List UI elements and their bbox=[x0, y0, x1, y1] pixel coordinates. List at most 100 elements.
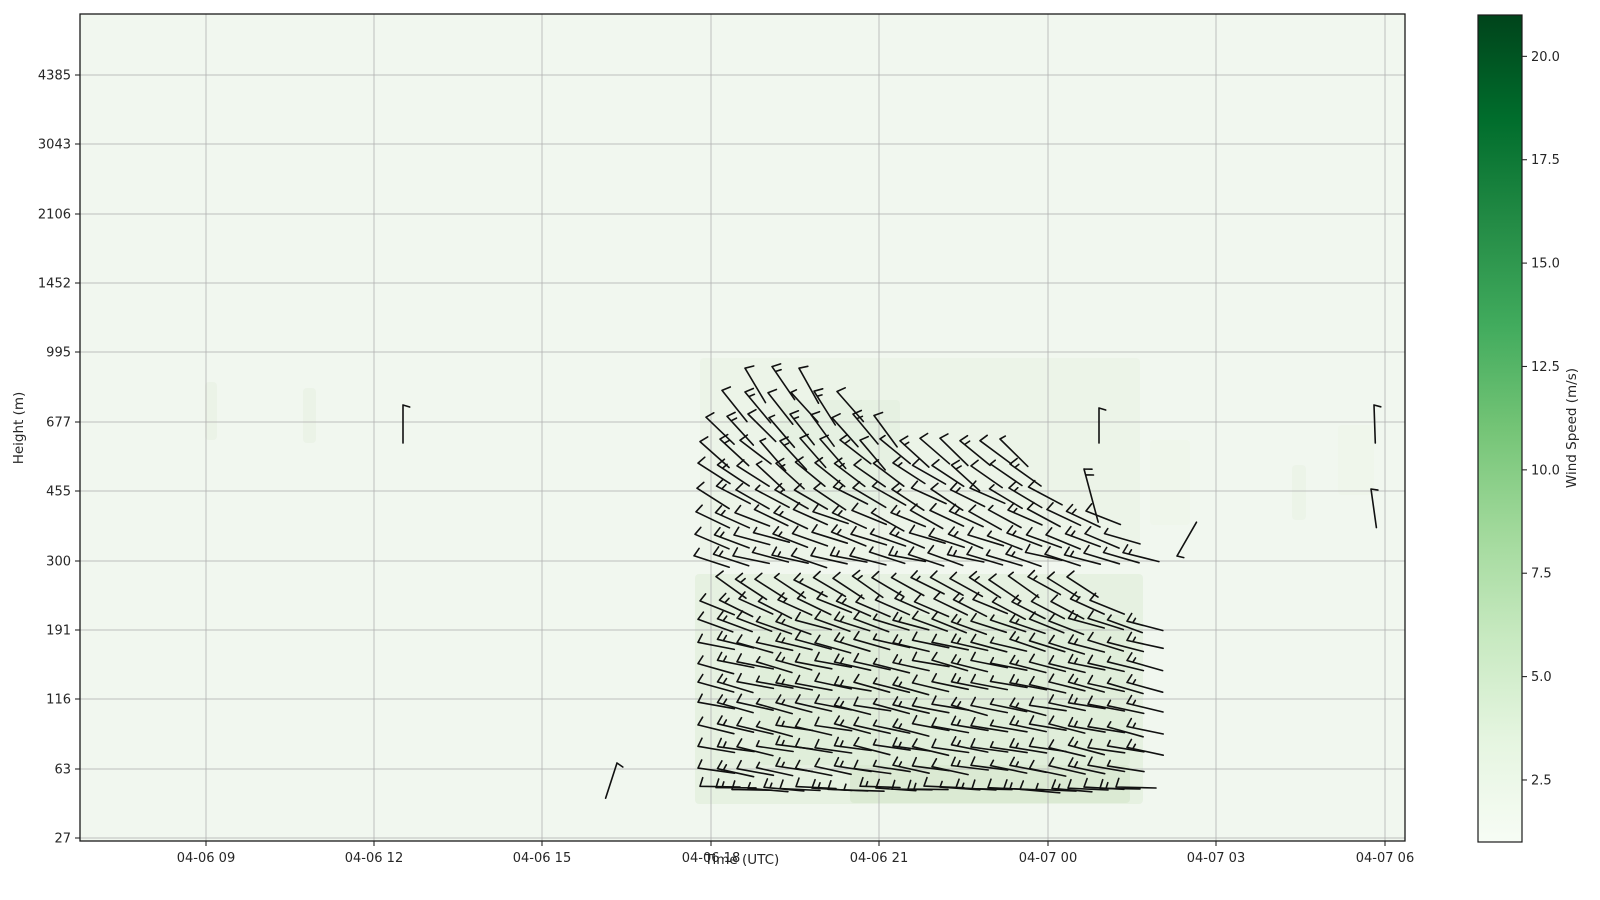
wind-barb bbox=[712, 546, 750, 567]
wind-barb bbox=[713, 526, 750, 549]
x-axis-label: Time (UTC) bbox=[704, 852, 780, 868]
wind-barb bbox=[892, 611, 930, 631]
wind-barb bbox=[868, 546, 906, 565]
wind-barb bbox=[771, 546, 809, 564]
wind-barb bbox=[753, 504, 789, 527]
wind-barb bbox=[872, 759, 911, 773]
wind-barb bbox=[952, 592, 988, 618]
wind-barb bbox=[911, 738, 950, 757]
wind-barb bbox=[853, 716, 891, 735]
wind-barb bbox=[879, 434, 911, 465]
x-tick-label: 04-07 03 bbox=[1187, 851, 1245, 866]
wind-barb bbox=[1083, 468, 1099, 523]
wind-barb bbox=[833, 632, 871, 652]
wind-barb bbox=[989, 614, 1027, 633]
wind-barb bbox=[892, 737, 931, 752]
wind-barb bbox=[736, 459, 770, 487]
wind-barb bbox=[1067, 757, 1106, 775]
wind-barb bbox=[1009, 654, 1047, 674]
wind-barb bbox=[870, 507, 905, 532]
wind-barb bbox=[1087, 654, 1125, 673]
wind-barb bbox=[771, 363, 796, 401]
axes-frame bbox=[79, 13, 1406, 842]
wind-barb bbox=[1051, 779, 1093, 793]
wind-barb bbox=[1106, 759, 1145, 773]
wind-barb bbox=[736, 610, 773, 632]
wind-barb bbox=[696, 481, 730, 510]
wind-barb bbox=[949, 482, 986, 508]
wind-barb bbox=[1027, 479, 1063, 506]
wind-barb bbox=[1106, 614, 1144, 634]
wind-barb bbox=[1067, 673, 1105, 693]
wind-barb bbox=[833, 611, 871, 632]
wind-barb bbox=[1009, 631, 1046, 652]
wind-barb bbox=[939, 433, 969, 467]
wind-barb bbox=[816, 590, 853, 614]
wind-barb bbox=[791, 525, 829, 547]
wind-barb bbox=[1087, 717, 1126, 734]
wind-barb bbox=[1025, 526, 1063, 549]
wind-barb bbox=[694, 526, 730, 550]
wind-barb bbox=[695, 504, 731, 529]
wind-barb bbox=[946, 546, 985, 563]
wind-barb bbox=[931, 458, 965, 488]
wind-barb bbox=[1024, 543, 1063, 561]
wind-barb bbox=[970, 756, 1009, 771]
wind-barb bbox=[989, 675, 1028, 689]
wind-barb bbox=[968, 570, 1002, 599]
windspeed-shading-patch bbox=[780, 400, 900, 510]
wind-barb bbox=[892, 756, 930, 774]
wind-barb bbox=[402, 404, 411, 444]
wind-barb bbox=[1106, 655, 1145, 672]
colorbar-label: Wind Speed (m/s) bbox=[1564, 368, 1580, 488]
wind-barb bbox=[813, 482, 847, 511]
wind-barb bbox=[850, 525, 888, 546]
wind-barb bbox=[716, 651, 755, 669]
wind-barb bbox=[1009, 674, 1048, 691]
wind-barb bbox=[1106, 677, 1144, 695]
wind-barb bbox=[931, 651, 969, 672]
wind-barb bbox=[715, 478, 751, 505]
wind-barb bbox=[899, 435, 930, 468]
wind-barb bbox=[970, 738, 1009, 753]
wind-barb bbox=[911, 697, 950, 714]
wind-barb bbox=[970, 651, 1009, 669]
wind-barb bbox=[950, 613, 988, 636]
wind-barb bbox=[979, 434, 1013, 465]
wind-barb bbox=[736, 759, 775, 777]
wind-barb bbox=[793, 483, 829, 510]
wind-barb bbox=[732, 547, 770, 565]
wind-barb bbox=[919, 432, 951, 465]
wind-barb bbox=[833, 696, 872, 716]
wind-barb bbox=[744, 365, 767, 404]
wind-barb bbox=[950, 756, 989, 771]
wind-barb bbox=[1067, 609, 1105, 629]
wind-barb bbox=[736, 653, 775, 670]
wind-barb bbox=[989, 656, 1028, 671]
wind-barb bbox=[890, 504, 927, 528]
wind-barb bbox=[991, 596, 1026, 620]
wind-barb bbox=[853, 736, 891, 756]
wind-barb bbox=[759, 437, 787, 472]
wind-barb bbox=[851, 569, 884, 599]
wind-barb bbox=[835, 593, 872, 617]
wind-barb bbox=[1176, 521, 1198, 559]
wind-barb bbox=[716, 694, 754, 714]
wind-barb bbox=[1011, 594, 1046, 620]
wind-barb bbox=[1087, 695, 1126, 712]
wind-barb bbox=[909, 503, 944, 530]
wind-barb bbox=[1083, 544, 1121, 565]
wind-barb bbox=[733, 526, 771, 546]
wind-barb bbox=[832, 571, 865, 600]
wind-barb bbox=[950, 673, 989, 690]
wind-barb bbox=[716, 673, 754, 694]
wind-barb bbox=[814, 634, 852, 654]
wind-barb bbox=[716, 630, 755, 649]
wind-barb bbox=[754, 484, 790, 509]
x-tick-label: 04-06 12 bbox=[345, 851, 403, 866]
y-axis-label: Height (m) bbox=[11, 392, 27, 465]
wind-barb bbox=[1067, 653, 1106, 671]
colorbar-tick-label: 17.5 bbox=[1531, 153, 1560, 168]
wind-barb bbox=[853, 696, 892, 712]
wind-barb bbox=[970, 459, 1003, 489]
